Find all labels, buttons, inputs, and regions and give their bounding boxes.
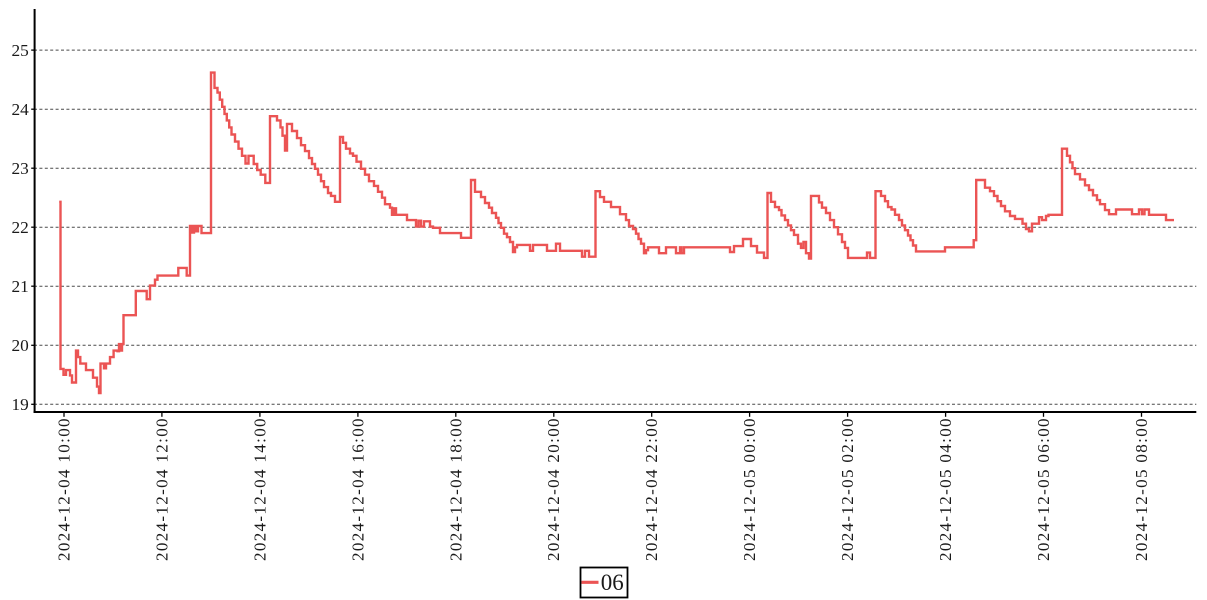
svg-text:2024-12-04 16:00: 2024-12-04 16:00 [348,417,367,561]
svg-text:25: 25 [12,41,29,60]
svg-text:2024-12-04 18:00: 2024-12-04 18:00 [446,417,465,561]
svg-text:22: 22 [12,218,29,237]
svg-text:2024-12-04 12:00: 2024-12-04 12:00 [152,417,171,561]
svg-text:2024-12-04 14:00: 2024-12-04 14:00 [250,417,269,561]
svg-text:24: 24 [12,100,30,119]
svg-text:2024-12-05 02:00: 2024-12-05 02:00 [838,417,857,561]
svg-text:2024-12-05 00:00: 2024-12-05 00:00 [740,417,759,561]
svg-text:2024-12-04 20:00: 2024-12-04 20:00 [544,417,563,561]
svg-text:2024-12-04 10:00: 2024-12-04 10:00 [55,417,74,561]
svg-text:2024-12-05 08:00: 2024-12-05 08:00 [1132,417,1151,561]
svg-text:23: 23 [12,159,29,178]
svg-text:21: 21 [12,277,29,296]
svg-text:06: 06 [601,570,624,595]
svg-text:2024-12-05 04:00: 2024-12-05 04:00 [936,417,955,561]
svg-text:20: 20 [12,336,29,355]
svg-text:19: 19 [12,395,29,414]
svg-text:2024-12-04 22:00: 2024-12-04 22:00 [642,417,661,561]
svg-text:2024-12-05 06:00: 2024-12-05 06:00 [1034,417,1053,561]
